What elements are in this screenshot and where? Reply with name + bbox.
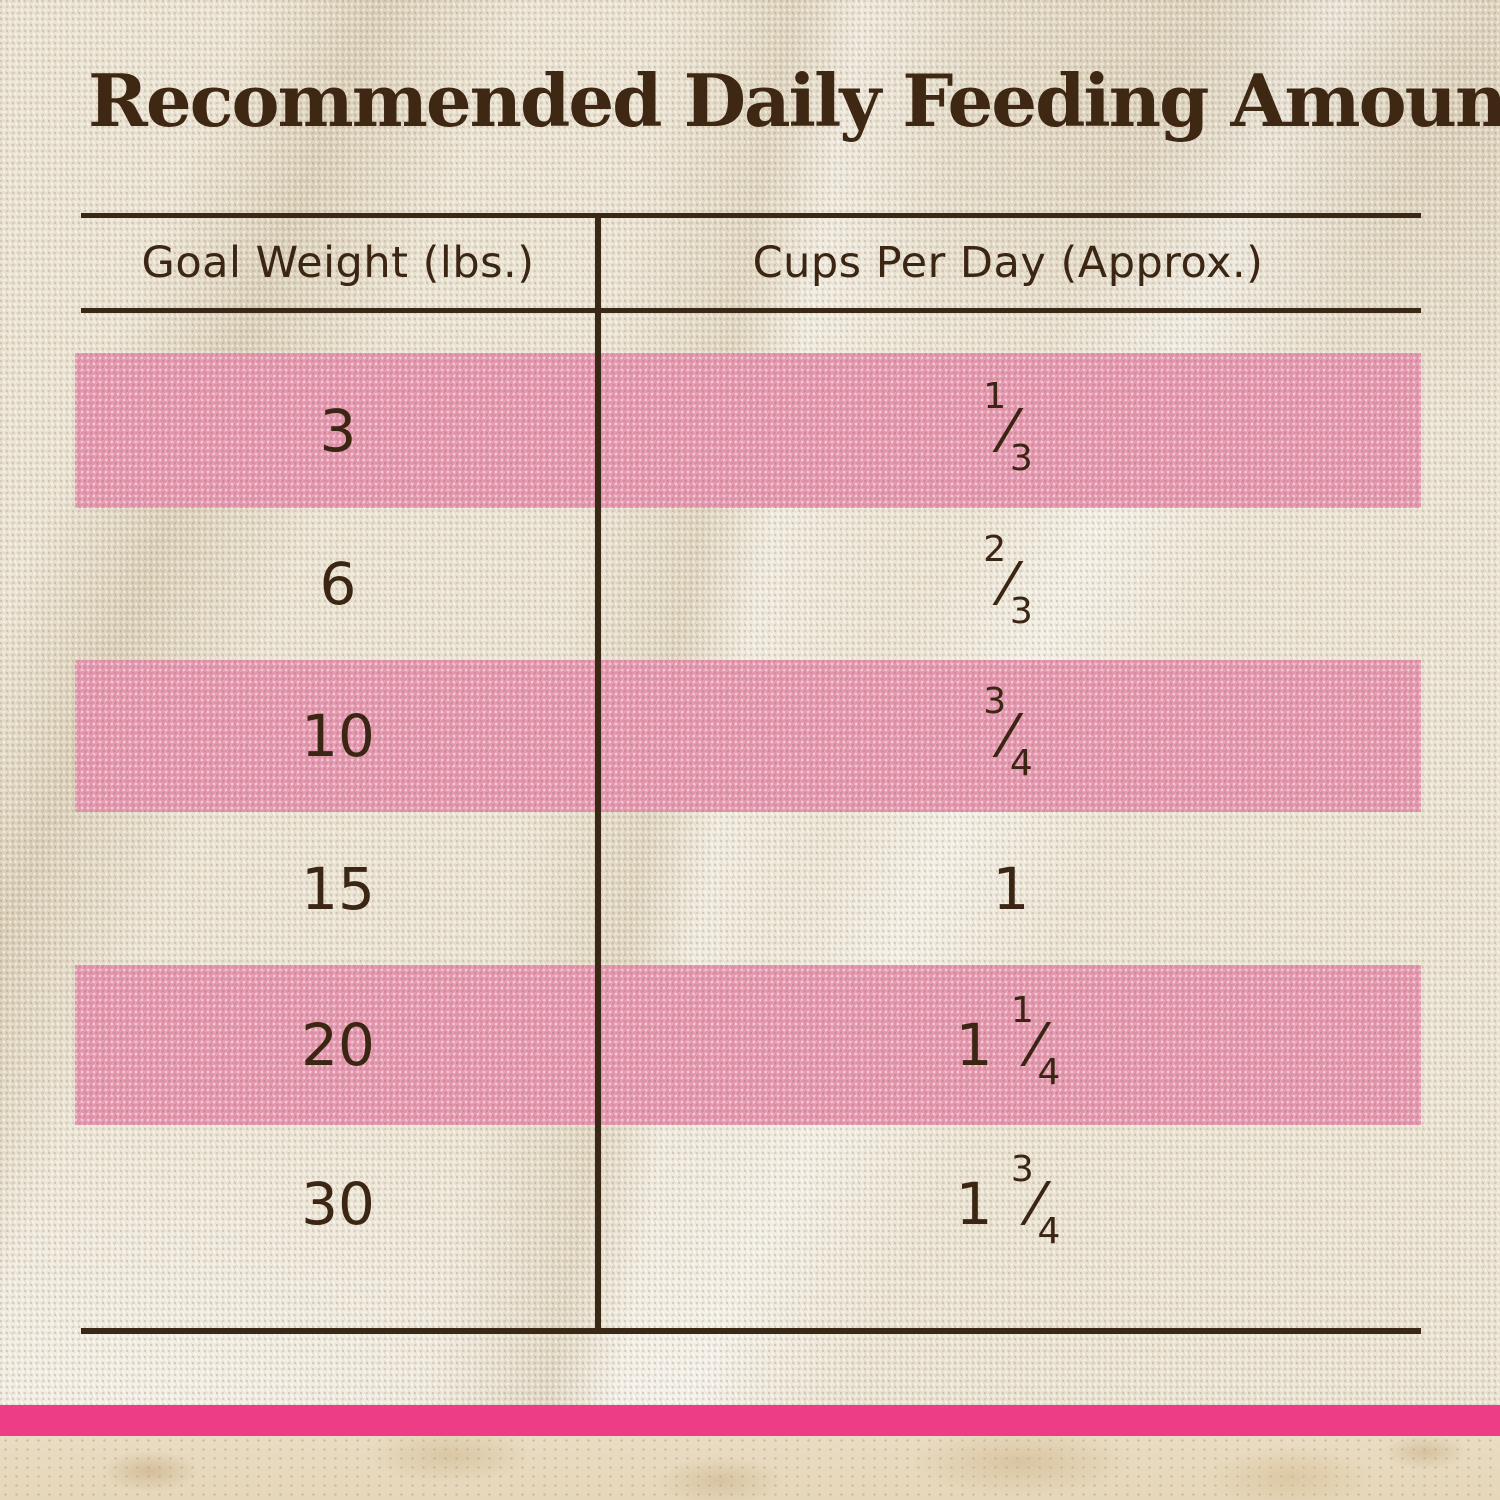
stone-countertop-strip xyxy=(0,1436,1500,1500)
table-row: 6 2⁄3 xyxy=(81,508,1421,660)
cups-value: 2⁄3 xyxy=(983,532,1033,630)
table-header-row: Goal Weight (lbs.) Cups Per Day (Approx.… xyxy=(81,218,1421,308)
cups-denominator: 4 xyxy=(1037,1052,1061,1094)
goal-weight-value: 10 xyxy=(301,702,375,770)
cups-denominator: 4 xyxy=(1037,1211,1061,1253)
cups-value: 1 3⁄4 xyxy=(955,1152,1061,1250)
table-header-rule xyxy=(81,308,1421,313)
cups-numerator: 1 xyxy=(983,375,1007,417)
feeding-table: Goal Weight (lbs.) Cups Per Day (Approx.… xyxy=(81,213,1421,1339)
table-row: 30 1 3⁄4 xyxy=(81,1125,1421,1283)
table-row: 15 1 xyxy=(81,812,1421,965)
cups-value: 1 xyxy=(993,855,1030,923)
cups-value: 1 1⁄4 xyxy=(955,993,1061,1091)
table-bottom-rule xyxy=(81,1328,1421,1334)
cups-whole: 1 xyxy=(992,854,1030,923)
table-row: 20 1 1⁄4 xyxy=(81,965,1421,1125)
goal-weight-value: 6 xyxy=(319,550,357,618)
cups-numerator: 3 xyxy=(983,681,1007,723)
cups-numerator: 1 xyxy=(1010,990,1034,1032)
cups-denominator: 4 xyxy=(1009,743,1033,785)
cups-numerator: 3 xyxy=(1010,1149,1034,1191)
pink-accent-bar xyxy=(0,1405,1500,1436)
goal-weight-value: 15 xyxy=(301,854,375,923)
goal-weight-value: 20 xyxy=(301,1011,375,1079)
table-row: 3 1⁄3 xyxy=(81,353,1421,508)
goal-weight-value: 3 xyxy=(319,396,357,465)
cups-numerator: 2 xyxy=(983,529,1007,571)
cups-value: 3⁄4 xyxy=(983,684,1033,782)
table-row: 10 3⁄4 xyxy=(81,660,1421,812)
cups-whole: 1 xyxy=(955,1170,1011,1238)
cups-denominator: 3 xyxy=(1009,591,1033,633)
page-title: Recommended Daily Feeding Amounts: xyxy=(88,58,1500,143)
column-header-cups-per-day: Cups Per Day (Approx.) xyxy=(752,238,1264,288)
cups-value: 1⁄3 xyxy=(983,378,1033,476)
cups-whole: 1 xyxy=(955,1011,1011,1079)
goal-weight-value: 30 xyxy=(301,1170,375,1238)
column-header-goal-weight: Goal Weight (lbs.) xyxy=(141,238,535,288)
cups-denominator: 3 xyxy=(1009,437,1033,479)
